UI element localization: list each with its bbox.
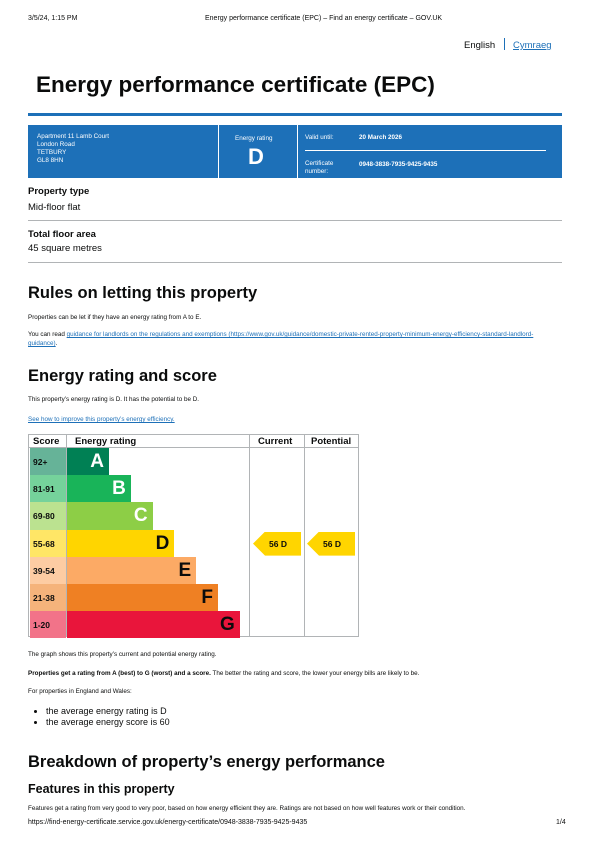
- heading: Rules on letting this property: [28, 284, 258, 302]
- band-letter: C: [133, 505, 148, 527]
- link[interactable]: guidance for landlords on the regulation…: [28, 331, 534, 347]
- score-range: 92+: [33, 457, 48, 467]
- text: .: [55, 340, 58, 347]
- rule: [28, 262, 562, 263]
- cert-label: Certificate number:: [305, 160, 334, 175]
- prop-label: Property type: [28, 186, 90, 197]
- lang-english: English: [464, 40, 496, 51]
- rating-marker: 56 D: [253, 531, 301, 556]
- cert-number: 0948-3838-7935-9425-9435: [359, 161, 438, 168]
- address: Apartment 11 Lamb Court London Road TETBUR…: [37, 133, 109, 165]
- heading: Breakdown of property’s energy performan…: [28, 753, 385, 771]
- text: You can read: [28, 331, 67, 338]
- marker-label: 56 D: [323, 538, 341, 549]
- score-range: 55-68: [33, 538, 55, 549]
- title-rule: [28, 113, 562, 116]
- prop-label: Total floor area: [28, 229, 96, 240]
- score-range: 1-20: [33, 620, 51, 631]
- paragraph: You can read guidance for landlords on t…: [28, 330, 562, 348]
- score-range: 81-91: [33, 484, 55, 495]
- prop-value: Mid-floor flat: [28, 202, 81, 213]
- score-range: 69-80: [33, 511, 55, 522]
- link[interactable]: See how to improve this property’s energ…: [28, 416, 175, 423]
- bullet: the average energy score is 60: [46, 717, 170, 728]
- band-bar: D: [67, 529, 175, 557]
- rating-marker: 56 D: [307, 531, 355, 556]
- band-bar: E: [67, 556, 197, 584]
- lang-cymraeg[interactable]: Cymraeg: [513, 40, 552, 51]
- table-header: Current: [258, 436, 293, 447]
- prop-value: 45 square metres: [28, 243, 102, 254]
- divider: [297, 125, 298, 178]
- score-cell: [30, 556, 66, 584]
- band-bar: G: [67, 611, 240, 639]
- col-rule: [249, 435, 250, 636]
- band-bar: F: [67, 584, 218, 612]
- band-letter: G: [220, 614, 235, 636]
- band-letter: A: [90, 451, 104, 472]
- band-letter: D: [155, 532, 170, 554]
- browser-title: Energy performance certificate (EPC) – F…: [205, 15, 443, 22]
- paragraph: For properties in England and Wales:: [28, 688, 132, 695]
- datetime: 3/5/24, 1:15 PM: [28, 15, 78, 22]
- table-header: Score: [33, 436, 60, 447]
- band-bar: C: [67, 502, 153, 530]
- band-letter: B: [112, 478, 126, 500]
- rating-label: Energy rating: [235, 135, 273, 142]
- summary-box: Apartment 11 Lamb Court London Road TETBUR…: [28, 125, 562, 178]
- footer-url: https://find-energy-certificate.service.…: [28, 819, 308, 826]
- score-cell: [30, 611, 66, 639]
- band-letter: F: [201, 587, 213, 608]
- score-range: 39-54: [33, 565, 55, 576]
- table-header: Energy rating: [75, 436, 137, 447]
- heading: Energy rating and score: [28, 367, 217, 385]
- address-line: Apartment 11 Lamb Court: [37, 133, 109, 140]
- col-rule: [304, 435, 305, 636]
- address-line: GL8 8HN: [37, 157, 64, 164]
- subheading: Features in this property: [28, 782, 175, 796]
- score-cell: [30, 529, 66, 557]
- paragraph: Features get a rating from very good to …: [28, 805, 466, 812]
- score-cell: [30, 502, 66, 530]
- score-cell: [30, 448, 66, 476]
- band-letter: E: [178, 559, 192, 581]
- score-cell: [30, 475, 66, 503]
- rating-letter: D: [248, 144, 264, 169]
- band-bar: B: [67, 475, 131, 503]
- bullet: the average energy rating is D: [46, 706, 170, 717]
- page-number: 1/4: [556, 819, 566, 826]
- marker-label: 56 D: [269, 538, 287, 549]
- divider: [218, 125, 219, 178]
- lang-divider: [504, 38, 505, 50]
- col-rule: [66, 435, 67, 636]
- rule: [28, 220, 562, 221]
- paragraph: The graph shows this property’s current …: [28, 651, 217, 658]
- address-line: TETBURY: [37, 149, 67, 156]
- table-header: Potential: [311, 436, 352, 447]
- bullet-list: the average energy rating is Dthe averag…: [38, 706, 170, 728]
- divider: [305, 150, 546, 151]
- valid-label: Valid until:: [305, 134, 334, 141]
- address-line: London Road: [37, 141, 75, 148]
- rule: [29, 447, 359, 448]
- page-title: Energy performance certificate (EPC): [36, 72, 435, 97]
- text: The better the rating and score, the low…: [210, 670, 420, 677]
- valid-until: 20 March 2026: [359, 134, 403, 141]
- score-cell: [30, 584, 66, 612]
- paragraph: Properties get a rating from A (best) to…: [28, 670, 419, 677]
- band-bar: A: [67, 448, 109, 476]
- bold-text: Properties get a rating from A (best) to…: [28, 670, 211, 677]
- score-range: 21-38: [33, 593, 55, 603]
- paragraph: Properties can be let if they have an en…: [28, 314, 202, 321]
- rating-chart: Score Energy rating Current Potential 92+ A 81…: [28, 434, 359, 639]
- paragraph: This property’s energy rating is D. It h…: [28, 396, 200, 403]
